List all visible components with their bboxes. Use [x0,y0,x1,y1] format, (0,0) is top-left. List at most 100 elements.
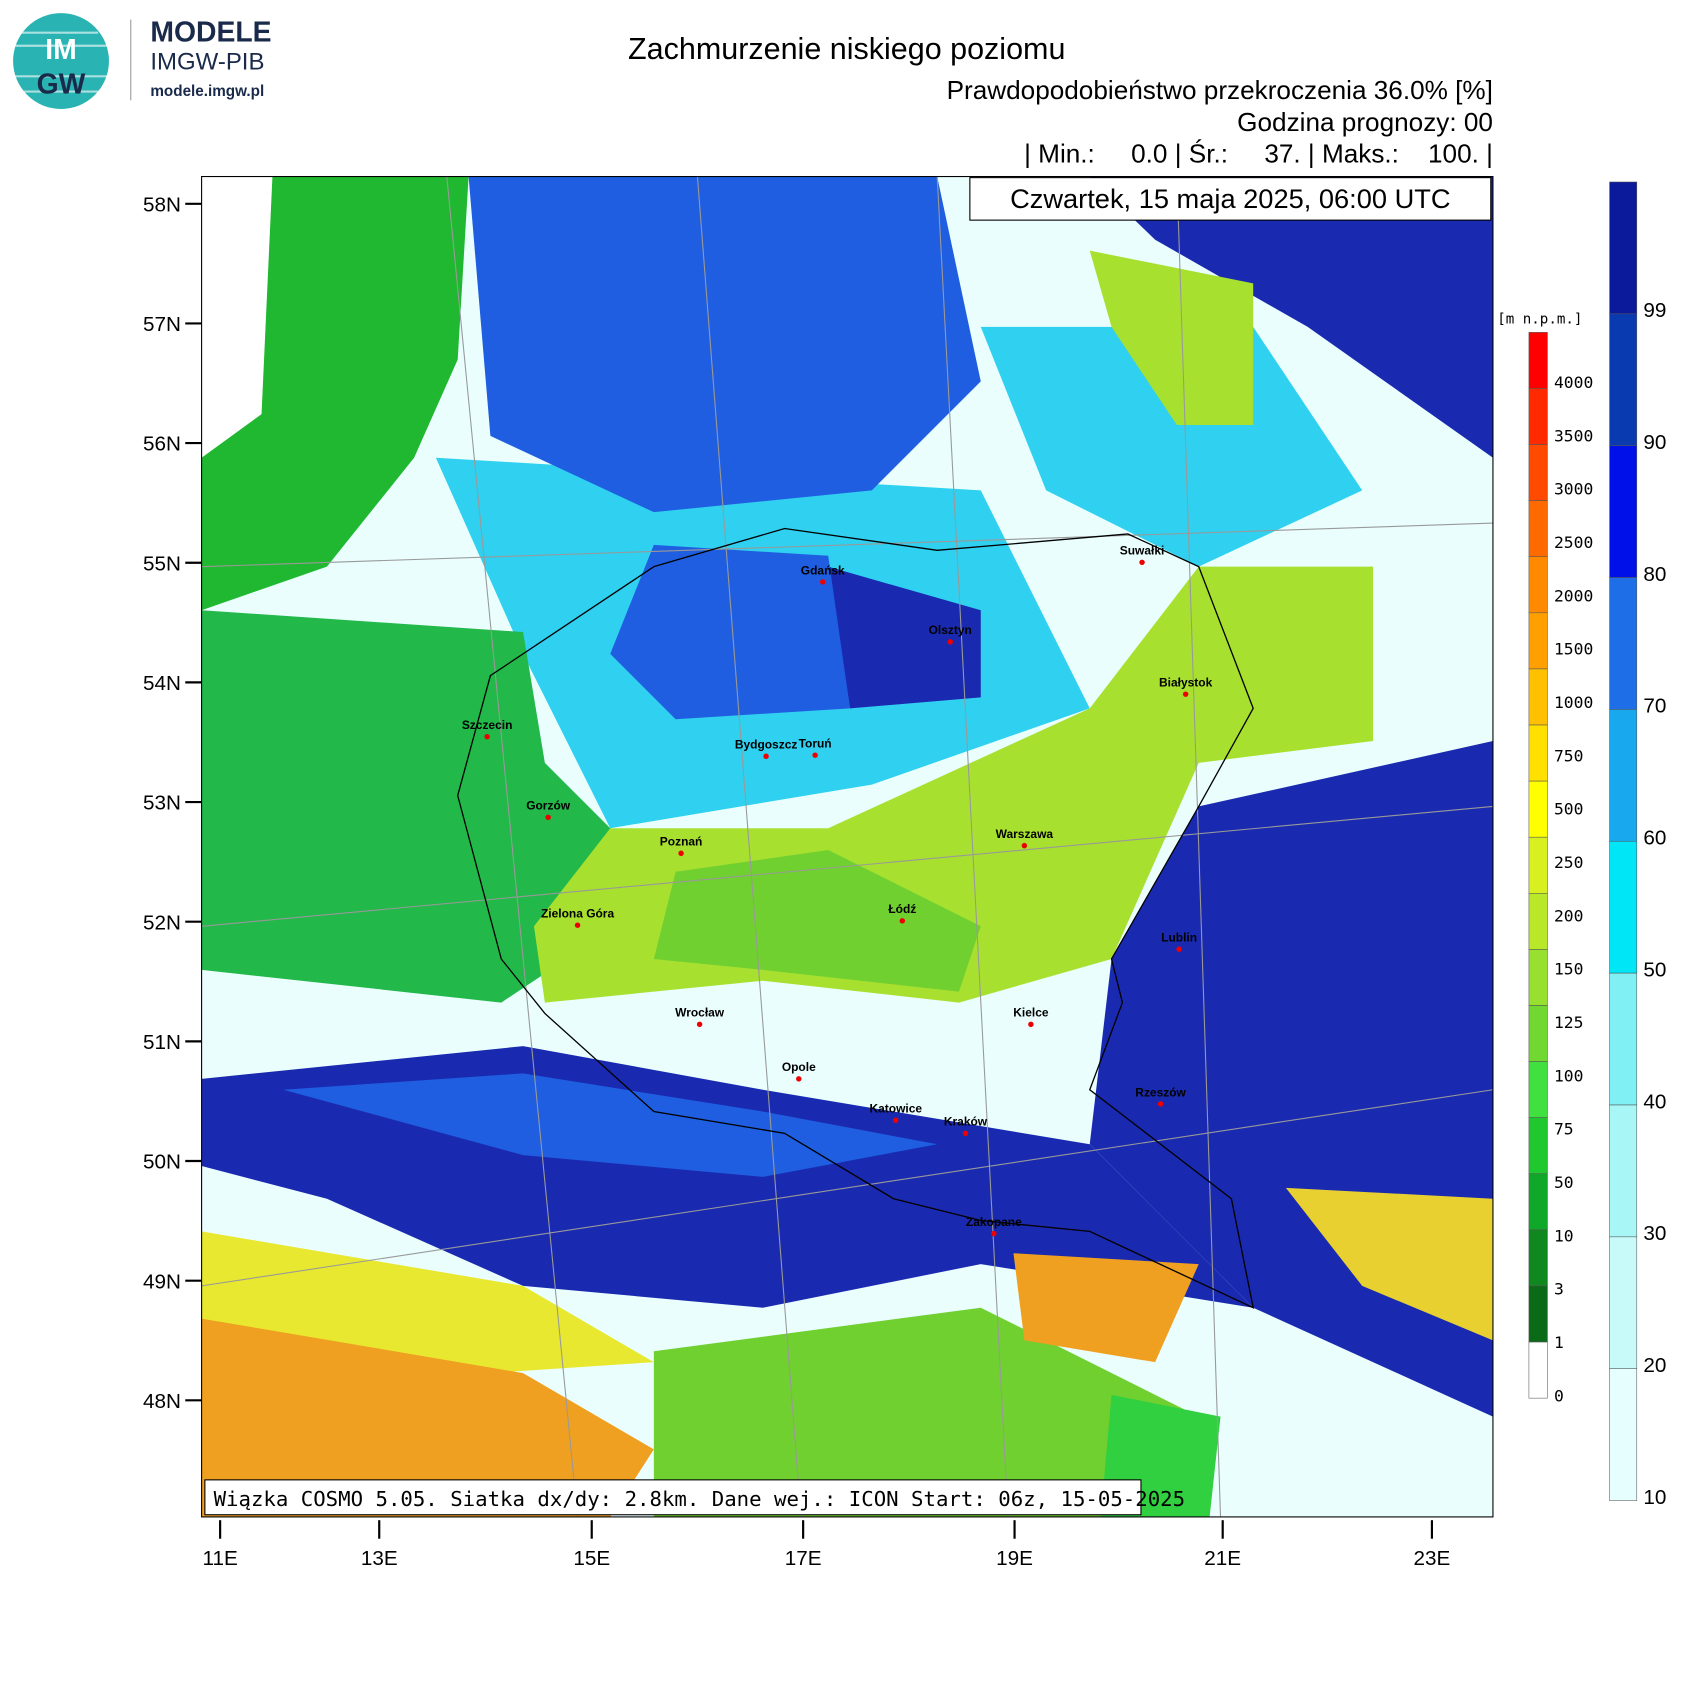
lat-label: 56N [143,433,181,456]
lat-label: 54N [143,672,181,695]
logo-title: MODELE [150,16,271,48]
elevation-legend-title: [m n.p.m.] [1497,312,1582,328]
city-label: Poznań [660,835,703,849]
city-label: Białystok [1159,676,1213,690]
lon-label: 21E [1204,1547,1241,1570]
city-label: Rzeszów [1135,1085,1186,1099]
elevation-swatch [1528,1229,1548,1287]
date-box [969,177,1492,221]
city-label: Zakopane [966,1215,1022,1229]
probability-swatch [1609,841,1638,974]
city-label: Gdańsk [801,563,845,577]
elevation-label: 500 [1554,800,1584,819]
city-label: Łódź [888,902,916,916]
footer: Wiązka COSMO 5.05. Siatka dx/dy: 2.8km. … [214,1487,1185,1511]
probability-label: 50 [1643,958,1666,981]
city-label: Suwałki [1120,544,1165,558]
lat-label: 51N [143,1031,181,1054]
probability-label: 20 [1643,1354,1666,1377]
elevation-label: 4000 [1554,373,1593,392]
city-dot [820,579,826,585]
probability-swatch [1609,577,1638,710]
probability-swatch [1609,1104,1638,1238]
city-dot [1021,842,1028,849]
lat-label: 58N [143,193,181,216]
forecast-hour: Godzina prognozy: 00 [1237,107,1493,137]
elevation-swatch [1528,836,1548,894]
probability-label: 60 [1643,827,1666,850]
map-title: Zachmurzenie niskiego poziomu [628,32,1065,66]
elevation-swatch [1528,556,1548,614]
elevation-label: 200 [1554,906,1584,925]
city-label: Lublin [1161,931,1197,945]
logo-subtitle: IMGW-PIB [150,49,264,76]
city-dot [812,752,818,758]
elevation-label: 1 [1554,1333,1564,1352]
city-dot [1157,1101,1164,1107]
city-label: Kraków [944,1115,988,1129]
probability-swatch [1609,1236,1638,1369]
elevation-swatch [1528,893,1548,950]
city-dot [947,639,953,645]
city-dot [545,814,551,821]
elevation-swatch [1528,1061,1548,1118]
lon-label: 11E [202,1547,237,1570]
map-frame [201,175,1494,1518]
lat-label: 55N [143,552,181,575]
city-dot [1028,1021,1034,1028]
city-dot [696,1021,703,1028]
city-label: Szczecin [462,718,513,732]
city-dot [962,1130,969,1137]
probability-swatch [1609,972,1638,1106]
probability-label: 90 [1643,431,1666,454]
logo-url: modele.imgw.pl [150,83,264,100]
city-label: Zielona Góra [541,907,615,921]
probability-label: 70 [1643,695,1666,718]
lat-label: 49N [143,1270,181,1293]
elevation-label: 100 [1554,1066,1584,1085]
city-dot [763,753,769,760]
lat-label: 53N [143,792,181,815]
elevation-swatch [1528,949,1548,1006]
elevation-swatch [1528,444,1548,501]
city-label: Olsztyn [929,623,972,637]
elevation-swatch [1528,500,1548,558]
elevation-label: 10 [1554,1226,1574,1245]
logo-mark: IM [45,34,76,66]
lon-label: 15E [573,1547,610,1570]
city-label: Kielce [1013,1006,1049,1020]
elevation-swatch [1528,1173,1548,1231]
elevation-swatch [1528,332,1548,389]
city-dot [991,1230,997,1237]
city-dot [1182,691,1189,697]
probability-label: 30 [1643,1222,1666,1245]
elevation-label: 3000 [1554,480,1593,499]
probability-legend: 99 90 80 70 60 50 40 30 20 10 [1609,181,1666,1509]
city-label: Toruń [799,737,832,751]
city-dot [796,1076,802,1082]
elevation-swatch [1528,724,1548,782]
probability-label: 80 [1643,563,1666,586]
probability-swatch [1609,709,1638,842]
elevation-swatch [1528,1117,1548,1175]
elevation-label: 2500 [1554,533,1593,552]
lon-label: 17E [785,1547,822,1570]
lat-label: 52N [143,911,181,934]
city-dot [1176,946,1182,952]
elevation-label: 250 [1554,853,1584,872]
elevation-swatch [1528,388,1548,445]
lon-label: 23E [1414,1547,1451,1570]
date: Czwartek, 15 maja 2025, 06:00 UTC [1010,183,1450,214]
city-dot [574,922,581,928]
cities: Gdańsk Olsztyn Suwałki Białystok Szczecin Byd… [462,544,1213,1237]
lat-label: 50N [143,1151,181,1174]
lon-label: 13E [361,1547,398,1570]
elevation-label: 2000 [1554,586,1593,605]
elevation-label: 750 [1554,746,1584,765]
elevation-label: 50 [1554,1173,1574,1192]
city-dot [484,733,490,740]
elevation-legend: 4000350030002500200015001000750500250200… [1528,332,1593,1405]
city-label: Gorzów [526,799,571,813]
